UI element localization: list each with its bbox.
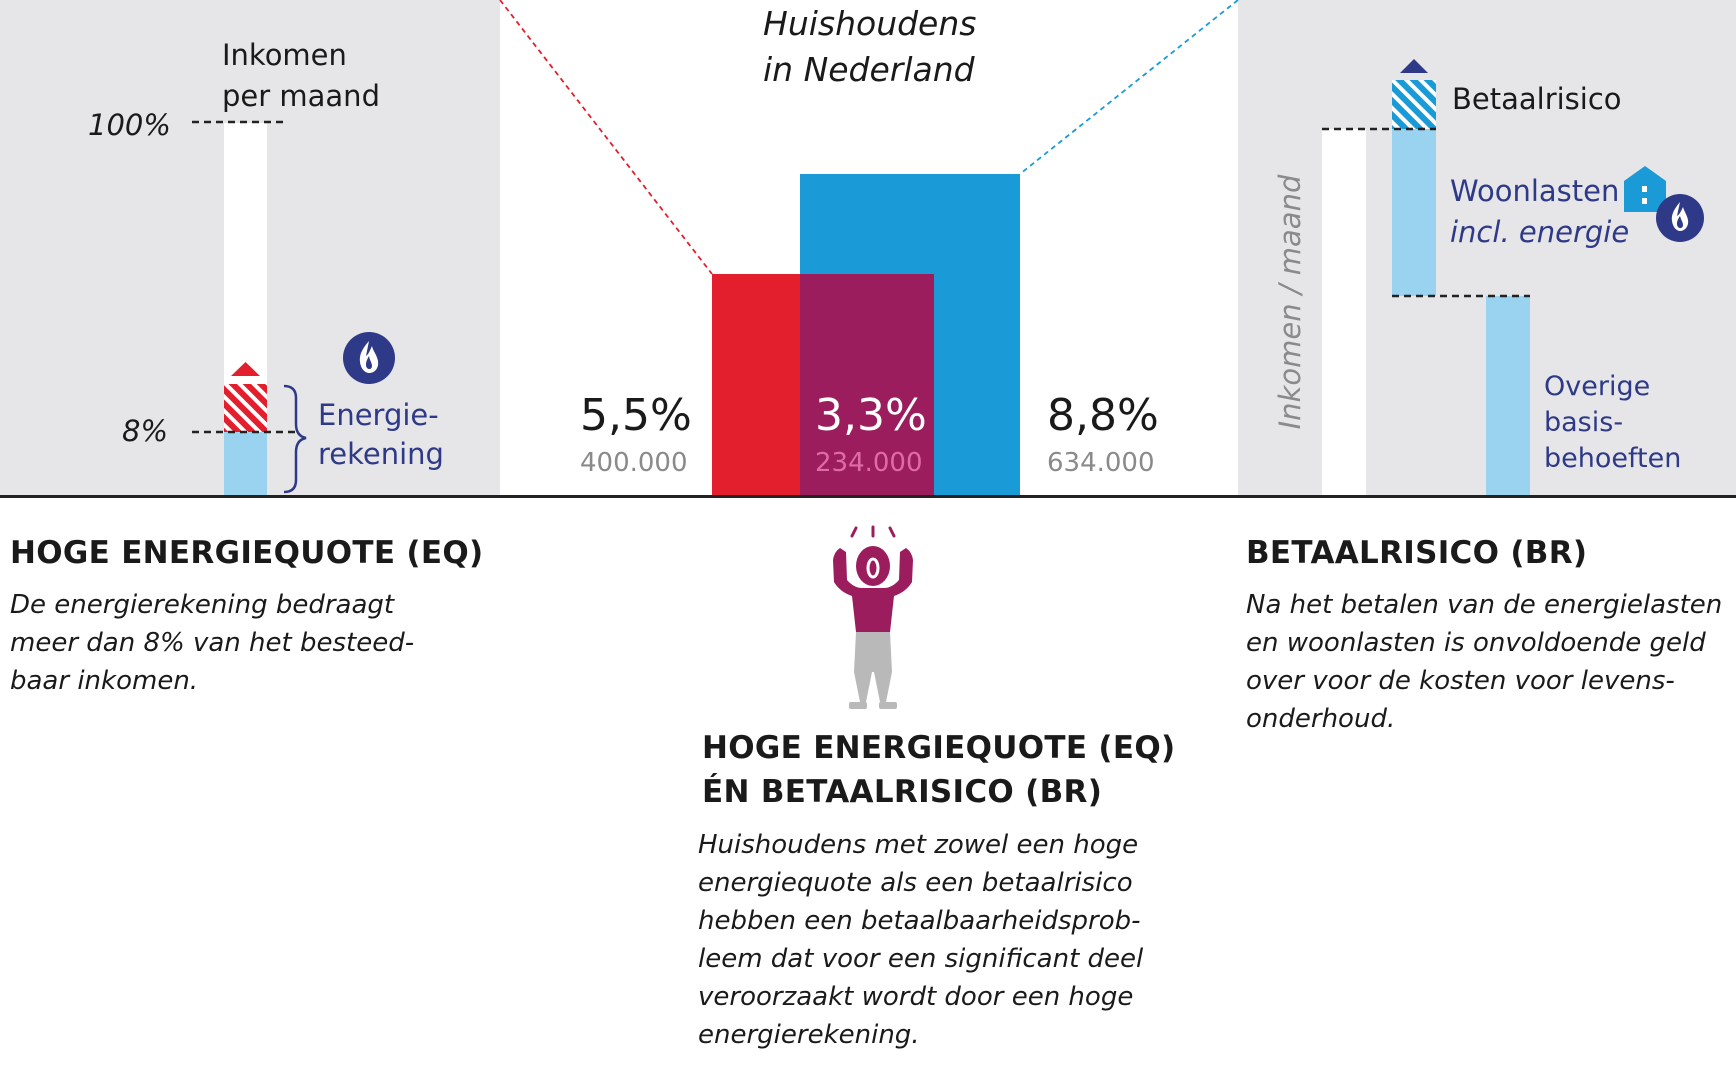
br-description-line3: over voor de kosten voor levens- [1246, 666, 1675, 696]
overige-label-line1: Overige [1544, 371, 1651, 402]
woonlasten-label-line2: incl. energie [1450, 215, 1630, 249]
woonlasten-bar [1392, 129, 1436, 296]
energy-share-bar [224, 432, 267, 495]
zoom-line-right [1019, 0, 1239, 175]
axis-title-line2: per maand [222, 79, 380, 113]
house-icon [1624, 166, 1666, 212]
vertical-income-label: Inkomen / maand [1273, 174, 1307, 430]
eq-only-percent: 5,5% [580, 390, 692, 441]
both-description-line3: hebben een betaalbaarheidsprob- [698, 906, 1141, 936]
both-description-line5: veroorzaakt wordt door een hoge [698, 982, 1134, 1012]
energierekening-label-line1: Energie- [318, 398, 439, 432]
axis-title-line1: Inkomen [222, 38, 347, 72]
energy-excess-hatch [224, 384, 267, 432]
up-arrow-navy [1400, 59, 1428, 73]
both-count: 234.000 [815, 448, 923, 478]
both-description-line2: energiequote als een betaalrisico [698, 868, 1133, 898]
flame-icon [1656, 194, 1704, 242]
baseline [0, 495, 1736, 498]
both-percent: 3,3% [815, 390, 927, 441]
center-title-line1: Huishoudens [763, 4, 977, 43]
bar-eq-and-br [800, 274, 934, 495]
eq-description-line3: baar inkomen. [10, 666, 199, 696]
overige-bar [1486, 296, 1530, 495]
overige-label-line2: basis- [1544, 407, 1624, 438]
income-bar-right [1322, 129, 1366, 495]
eq-only-count: 400.000 [580, 448, 688, 478]
bar-eq [712, 274, 800, 495]
zoom-line-left [499, 0, 713, 275]
energierekening-label-line2: rekening [318, 437, 444, 471]
woonlasten-label-line1: Woonlasten [1450, 174, 1620, 208]
br-description-line2: en woonlasten is onvoldoende geld [1246, 628, 1706, 658]
curly-bracket [283, 384, 307, 494]
center-title-line2: in Nederland [763, 50, 975, 89]
both-description-line4: leem dat voor een significant deel [698, 944, 1144, 974]
eq-heading: HOGE ENERGIEQUOTE (EQ) [10, 535, 484, 571]
both-heading-line1: HOGE ENERGIEQUOTE (EQ) [702, 730, 1176, 766]
flame-icon [343, 332, 395, 384]
overige-label-line3: behoeften [1544, 443, 1682, 474]
label-100-percent: 100% [88, 108, 171, 142]
br-heading: BETAALRISICO (BR) [1246, 535, 1588, 571]
both-description-line1: Huishoudens met zowel een hoge [698, 830, 1139, 860]
betaalrisico-hatch [1392, 80, 1436, 129]
both-description-line6: energierekening. [698, 1020, 920, 1050]
br-description-line1: Na het betalen van de energielasten [1246, 590, 1723, 620]
br-only-percent: 8,8% [1047, 390, 1159, 441]
label-8-percent: 8% [122, 414, 169, 448]
person-icon [833, 525, 913, 709]
eq-description-line2: meer dan 8% van het besteed- [10, 628, 415, 658]
up-arrow-red [231, 362, 260, 376]
eq-description-line1: De energierekening bedraagt [10, 590, 395, 620]
br-only-count: 634.000 [1047, 448, 1155, 478]
betaalrisico-label: Betaalrisico [1452, 82, 1622, 116]
br-description-line4: onderhoud. [1246, 704, 1396, 734]
both-heading-line2: ÉN BETAALRISICO (BR) [702, 774, 1103, 810]
